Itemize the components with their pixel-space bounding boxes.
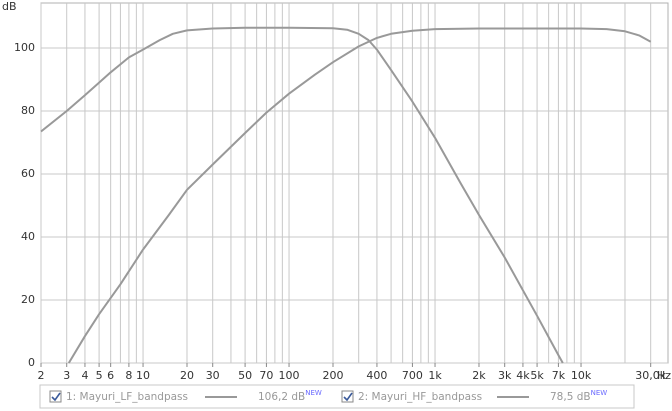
x-tick-label: 8: [125, 369, 132, 382]
x-tick-label: 2: [38, 369, 45, 382]
y-tick-label: 80: [21, 104, 35, 117]
x-tick-label: 50: [238, 369, 252, 382]
x-tick-label: 100: [279, 369, 300, 382]
y-tick-label: 60: [21, 167, 35, 180]
y-tick-label: 40: [21, 230, 35, 243]
x-tick-label: 30,0k: [635, 369, 666, 382]
legend-badge: NEW: [591, 389, 608, 397]
checkmark: [51, 392, 61, 402]
x-tick-label: 10: [136, 369, 150, 382]
legend: [39, 384, 635, 409]
x-tick-label: 6: [107, 369, 114, 382]
x-tick-label: 4: [81, 369, 88, 382]
y-tick-label: 0: [28, 356, 35, 369]
x-tick-label: 30: [206, 369, 220, 382]
legend-value: 78,5 dBNEW: [550, 389, 607, 403]
x-tick-label: 4k: [516, 369, 530, 382]
x-axis-label: Hz: [657, 369, 671, 382]
y-axis-label: dB: [2, 0, 17, 13]
x-tick-label: 5: [96, 369, 103, 382]
x-tick-label: 2k: [472, 369, 486, 382]
series-line: [40, 26, 564, 364]
x-tick-label: 400: [366, 369, 387, 382]
legend-badge: NEW: [305, 389, 322, 397]
legend-value-text: 106,2 dB: [258, 391, 305, 403]
x-tick-label: 3: [63, 369, 70, 382]
x-tick-label: 7k: [552, 369, 566, 382]
y-tick-label: 20: [21, 293, 35, 306]
x-tick-label: 70: [259, 369, 273, 382]
y-tick-label: 100: [14, 41, 35, 54]
legend-checkbox[interactable]: [49, 390, 62, 403]
x-tick-label: 10k: [571, 369, 592, 382]
x-tick-label: 200: [322, 369, 343, 382]
legend-checkbox[interactable]: [341, 390, 354, 403]
plot-area: [40, 2, 669, 364]
x-tick-label: 3k: [498, 369, 512, 382]
checkmark: [343, 392, 353, 402]
legend-value: 106,2 dBNEW: [258, 389, 322, 403]
x-tick-label: 700: [402, 369, 423, 382]
x-tick-label: 1k: [428, 369, 442, 382]
legend-label: 1: Mayuri_LF_bandpass: [66, 391, 188, 403]
x-tick-label: 20: [180, 369, 194, 382]
x-tick-label: 5k: [530, 369, 544, 382]
legend-label: 2: Mayuri_HF_bandpass: [358, 391, 482, 403]
series-line: [67, 27, 652, 364]
legend-value-text: 78,5 dB: [550, 391, 591, 403]
